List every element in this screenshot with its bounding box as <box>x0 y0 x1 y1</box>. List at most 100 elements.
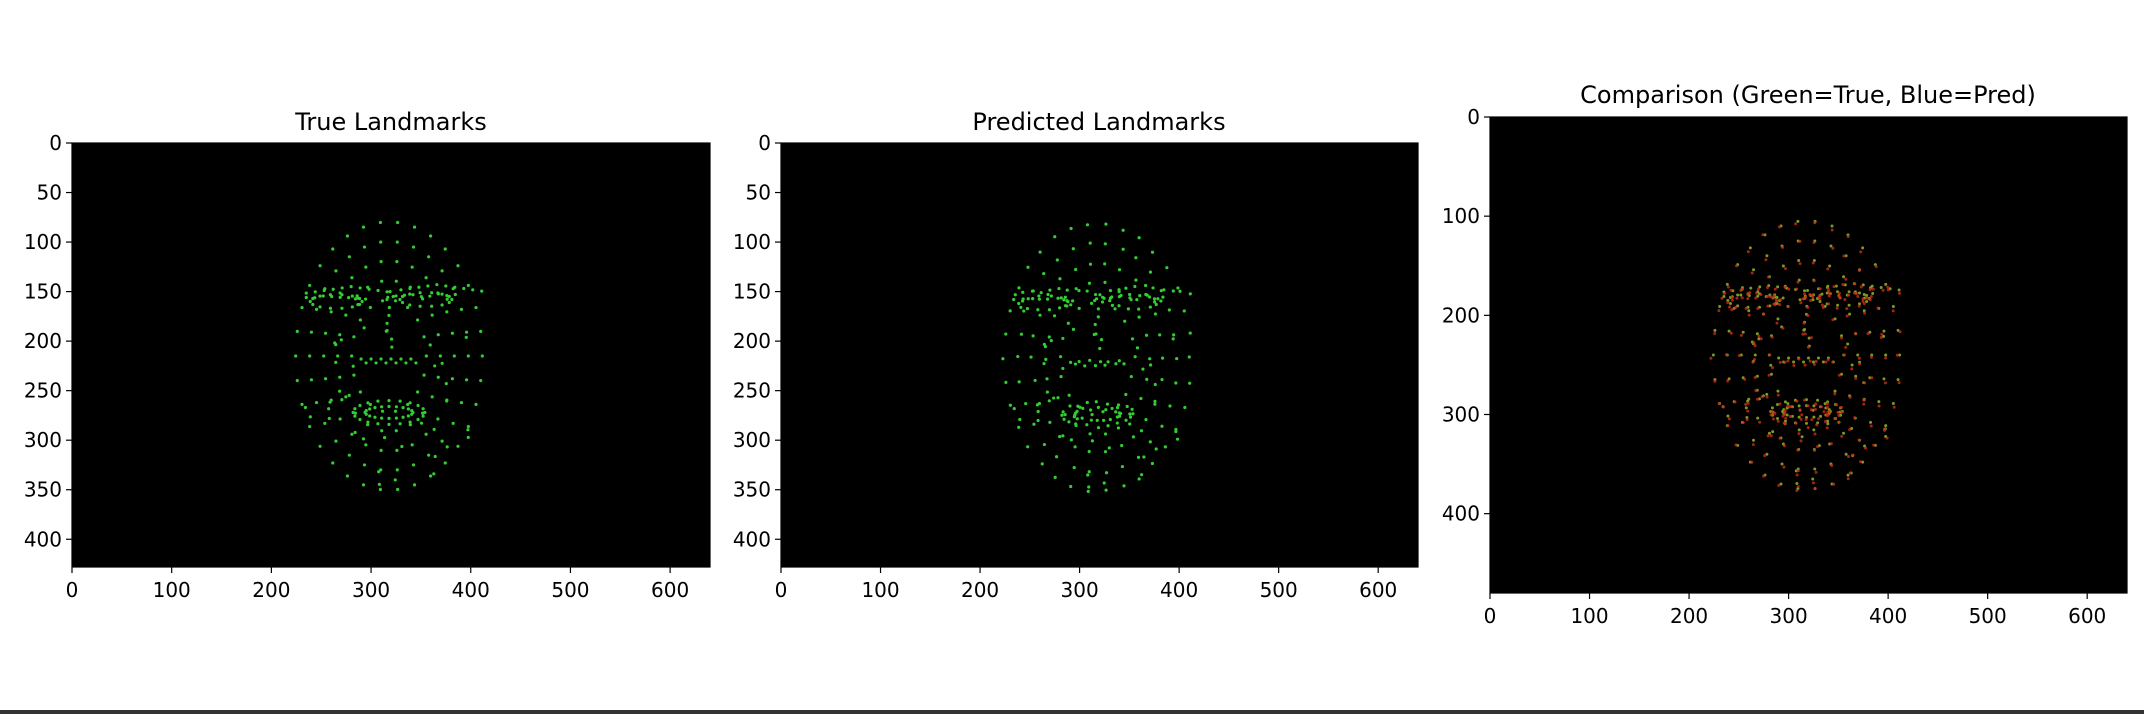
pred-point <box>1771 296 1775 300</box>
landmark-point <box>1001 357 1005 361</box>
landmark-point <box>1110 406 1114 411</box>
pred-point <box>1745 418 1749 422</box>
x-axis-predicted: 0 100 200 300 400 500 600 <box>775 567 1397 602</box>
landmark-point <box>410 265 414 269</box>
landmark-point <box>395 468 399 472</box>
landmark-point <box>444 284 448 288</box>
landmark-point <box>447 294 451 299</box>
landmark-point <box>1069 226 1073 231</box>
landmark-point <box>1086 473 1090 477</box>
landmark-point <box>1021 297 1025 301</box>
landmark-point <box>1081 406 1085 410</box>
pred-point <box>1806 305 1810 309</box>
pred-point <box>1801 332 1805 336</box>
pred-point <box>1765 294 1769 298</box>
pred-point <box>1806 404 1810 408</box>
landmark-point <box>406 305 410 310</box>
landmark-point <box>1108 417 1112 422</box>
y-tick-label: 400 <box>24 527 62 551</box>
pred-point <box>1851 453 1855 457</box>
pred-point <box>1861 299 1865 303</box>
pred-point <box>1782 421 1786 425</box>
pred-point <box>1798 262 1802 266</box>
true-point <box>1812 428 1816 432</box>
pred-point <box>1847 293 1851 297</box>
landmark-point <box>380 299 385 303</box>
true-point <box>1865 299 1869 303</box>
true-point <box>1783 400 1787 404</box>
landmark-point <box>421 414 425 418</box>
true-point <box>1787 356 1791 360</box>
true-point <box>1857 302 1861 306</box>
landmark-point <box>1088 358 1092 362</box>
landmark-point <box>1074 287 1078 291</box>
x-tick-label: 100 <box>1570 604 1608 628</box>
landmark-point <box>389 357 393 361</box>
landmark-point <box>345 474 350 478</box>
true-point <box>1828 264 1832 268</box>
landmark-point <box>336 354 340 358</box>
pred-point <box>1766 434 1770 438</box>
landmark-point <box>1089 418 1093 422</box>
landmark-point <box>1171 337 1175 341</box>
landmark-point <box>323 421 327 425</box>
y-axis-comparison: 0 100 200 300 400 <box>1442 105 1490 526</box>
landmark-point <box>427 255 431 259</box>
true-point <box>1823 402 1827 406</box>
landmark-point <box>1069 303 1073 307</box>
pred-point <box>1741 287 1745 291</box>
pred-point <box>1787 287 1791 291</box>
y-tick-label: 300 <box>733 428 771 452</box>
landmark-point <box>1120 443 1124 448</box>
landmark-point <box>373 415 377 419</box>
landmark-point <box>399 288 403 292</box>
pred-point <box>1756 287 1760 291</box>
pred-point <box>1853 416 1857 420</box>
true-point <box>1795 481 1799 485</box>
pred-point <box>1759 292 1763 296</box>
landmark-point <box>456 444 460 448</box>
landmark-point <box>340 293 344 297</box>
landmark-point <box>304 291 308 295</box>
landmark-point <box>368 414 372 418</box>
pred-point <box>1776 393 1780 397</box>
landmark-point <box>1107 446 1111 450</box>
landmark-point <box>464 335 468 339</box>
pred-point <box>1817 417 1821 421</box>
landmark-point <box>1094 297 1099 301</box>
landmark-point <box>453 292 457 297</box>
y-tick-label: 250 <box>733 379 771 403</box>
pred-point <box>1733 400 1737 404</box>
landmark-point <box>1150 250 1155 254</box>
landmark-point <box>1087 449 1091 454</box>
landmark-point <box>408 423 412 427</box>
landmark-point <box>328 400 332 404</box>
true-point <box>1749 286 1753 290</box>
landmark-point <box>1058 306 1062 310</box>
landmark-point <box>1024 401 1028 406</box>
pred-point <box>1883 428 1887 432</box>
true-point <box>1756 294 1760 298</box>
landmark-point <box>1017 286 1021 290</box>
pred-point <box>1837 414 1841 418</box>
true-point <box>1877 400 1881 404</box>
pred-point <box>1818 287 1822 291</box>
points-true <box>294 220 484 492</box>
landmark-point <box>1086 489 1090 494</box>
landmark-point <box>1103 262 1107 266</box>
pred-point <box>1756 397 1760 401</box>
landmark-point <box>1093 322 1097 327</box>
landmark-point <box>1102 481 1106 485</box>
true-point <box>1827 408 1831 412</box>
pred-point <box>1813 407 1817 411</box>
pred-point <box>1864 446 1868 450</box>
landmark-point <box>1045 390 1049 394</box>
true-point <box>1848 312 1852 316</box>
landmark-point <box>1037 294 1041 298</box>
pred-point <box>1746 292 1750 296</box>
pred-point <box>1796 448 1800 452</box>
landmark-point <box>1108 299 1112 303</box>
landmark-point <box>1038 250 1042 254</box>
true-point <box>1776 389 1780 393</box>
pred-point <box>1737 354 1741 358</box>
